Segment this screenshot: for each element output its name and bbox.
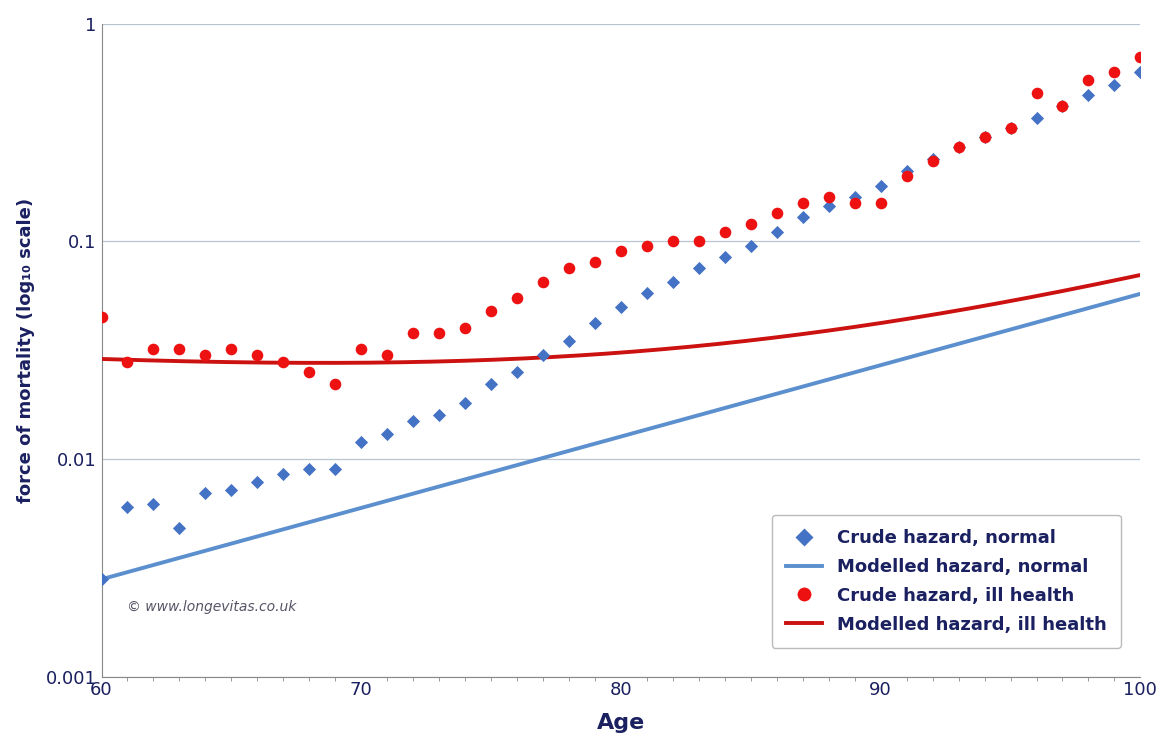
Point bbox=[742, 218, 761, 230]
Point bbox=[1053, 100, 1072, 112]
Point bbox=[768, 207, 787, 219]
Point bbox=[507, 292, 526, 304]
Point bbox=[456, 398, 474, 410]
Y-axis label: force of mortality (log₁₀ scale): force of mortality (log₁₀ scale) bbox=[16, 197, 35, 502]
Point bbox=[92, 310, 110, 322]
Point bbox=[352, 343, 371, 355]
Point bbox=[222, 484, 241, 496]
Point bbox=[560, 262, 579, 274]
Point bbox=[92, 573, 110, 585]
Point bbox=[1079, 89, 1098, 101]
Point bbox=[768, 226, 787, 238]
X-axis label: Age: Age bbox=[596, 713, 645, 734]
Point bbox=[222, 343, 241, 355]
Point bbox=[534, 349, 553, 361]
Point bbox=[326, 463, 345, 475]
Point bbox=[871, 197, 890, 209]
Point bbox=[560, 334, 579, 346]
Point bbox=[144, 343, 163, 355]
Point bbox=[923, 154, 942, 166]
Point bbox=[352, 436, 371, 448]
Point bbox=[326, 379, 345, 391]
Point bbox=[1001, 122, 1020, 134]
Point bbox=[299, 463, 318, 475]
Point bbox=[378, 428, 397, 440]
Point bbox=[1027, 87, 1046, 99]
Point bbox=[819, 200, 838, 212]
Point bbox=[481, 379, 500, 391]
Legend: Crude hazard, normal, Modelled hazard, normal, Crude hazard, ill health, Modelle: Crude hazard, normal, Modelled hazard, n… bbox=[771, 514, 1121, 648]
Point bbox=[845, 191, 864, 203]
Point bbox=[248, 476, 266, 488]
Text: © www.longevitas.co.uk: © www.longevitas.co.uk bbox=[128, 600, 297, 614]
Point bbox=[715, 226, 734, 238]
Point bbox=[845, 197, 864, 209]
Point bbox=[612, 301, 630, 313]
Point bbox=[170, 522, 189, 534]
Point bbox=[586, 317, 605, 329]
Point bbox=[637, 286, 656, 298]
Point bbox=[507, 366, 526, 378]
Point bbox=[586, 256, 605, 268]
Point bbox=[663, 276, 682, 288]
Point bbox=[534, 276, 553, 288]
Point bbox=[794, 197, 812, 209]
Point bbox=[378, 349, 397, 361]
Point bbox=[1105, 66, 1124, 78]
Point bbox=[897, 170, 916, 182]
Point bbox=[1079, 74, 1098, 86]
Point bbox=[976, 131, 994, 143]
Point bbox=[1001, 122, 1020, 134]
Point bbox=[794, 211, 812, 223]
Point bbox=[819, 191, 838, 203]
Point bbox=[430, 409, 448, 421]
Point bbox=[1053, 100, 1072, 112]
Point bbox=[897, 165, 916, 177]
Point bbox=[274, 468, 292, 480]
Point bbox=[689, 262, 708, 274]
Point bbox=[404, 415, 423, 427]
Point bbox=[742, 240, 761, 252]
Point bbox=[170, 343, 189, 355]
Point bbox=[715, 251, 734, 262]
Point bbox=[404, 327, 423, 339]
Point bbox=[248, 349, 266, 361]
Point bbox=[119, 501, 137, 513]
Point bbox=[663, 236, 682, 248]
Point bbox=[430, 327, 448, 339]
Point bbox=[871, 180, 890, 192]
Point bbox=[1027, 112, 1046, 124]
Point bbox=[196, 487, 215, 499]
Point bbox=[689, 236, 708, 248]
Point bbox=[1105, 80, 1124, 92]
Point bbox=[1131, 52, 1149, 64]
Point bbox=[144, 498, 163, 510]
Point bbox=[1131, 66, 1149, 78]
Point bbox=[950, 142, 969, 154]
Point bbox=[950, 142, 969, 154]
Point bbox=[299, 366, 318, 378]
Point bbox=[923, 152, 942, 164]
Point bbox=[976, 131, 994, 143]
Point bbox=[612, 245, 630, 257]
Point bbox=[119, 356, 137, 368]
Point bbox=[456, 322, 474, 334]
Point bbox=[637, 240, 656, 252]
Point bbox=[196, 349, 215, 361]
Point bbox=[481, 304, 500, 316]
Point bbox=[274, 356, 292, 368]
